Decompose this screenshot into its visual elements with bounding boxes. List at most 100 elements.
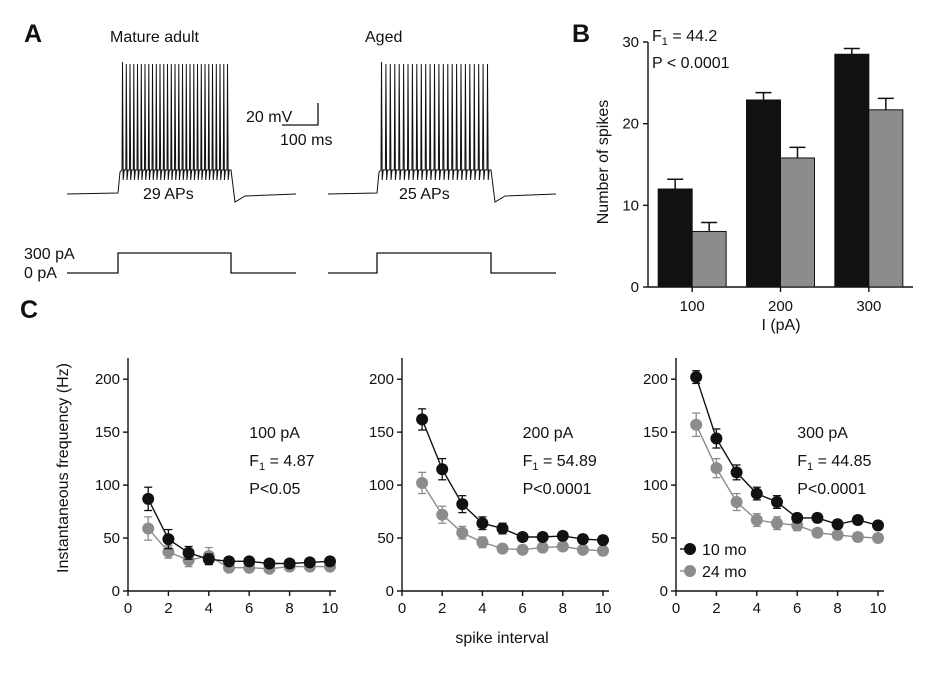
- p-value-label: P<0.0001: [523, 481, 592, 498]
- data-point: [831, 518, 844, 531]
- data-point: [142, 522, 155, 535]
- y-tick-label: 100: [369, 477, 394, 494]
- y-tick-label: 150: [369, 424, 394, 441]
- panel-c-100pa: Instantaneous frequency (Hz) 05010015020…: [55, 358, 338, 617]
- panel-label-a: A: [24, 20, 42, 48]
- p-value-label: P<0.05: [249, 481, 300, 498]
- data-point: [436, 508, 449, 521]
- b-y-axis-label: Number of spikes: [595, 100, 612, 225]
- x-tick-label: 6: [245, 600, 253, 617]
- condition-label: 200 pA: [523, 425, 574, 442]
- legend-marker: [684, 565, 696, 577]
- y-tick-label: 50: [103, 530, 120, 547]
- data-point: [771, 496, 783, 509]
- data-point: [811, 511, 824, 524]
- bar: [657, 188, 693, 288]
- x-tick-label: 0: [124, 600, 132, 617]
- x-tick-label: 4: [478, 600, 486, 617]
- data-point: [436, 463, 449, 476]
- y-tick-label: 0: [386, 583, 394, 600]
- step-label-low: 0 pA: [24, 265, 57, 282]
- bar: [834, 53, 870, 288]
- data-point: [283, 557, 296, 570]
- x-tick-label: 2: [438, 600, 446, 617]
- b-annotation-f: F1 = 44.2: [652, 28, 717, 48]
- f-value: = 4.87: [265, 453, 314, 470]
- data-point: [416, 413, 429, 426]
- y-tick-label: 0: [660, 583, 668, 600]
- panel-label-b: B: [572, 20, 590, 48]
- data-point: [690, 371, 703, 384]
- data-point: [710, 432, 723, 445]
- data-point: [556, 529, 569, 542]
- scale-bar: [282, 103, 319, 126]
- data-point: [456, 498, 469, 511]
- data-point: [162, 533, 175, 546]
- f-statistic-label: F1 = 44.85: [797, 453, 871, 473]
- f-value: = 54.89: [539, 453, 597, 470]
- legend-entry: 10 mo: [702, 542, 747, 559]
- f-letter: F: [523, 453, 533, 470]
- data-point: [750, 514, 763, 527]
- x-tick-label: 2: [712, 600, 720, 617]
- f-subscript: 1: [532, 461, 538, 473]
- p-value-label: P<0.0001: [797, 481, 866, 498]
- x-tick-label: 8: [285, 600, 293, 617]
- f-letter: F: [797, 453, 807, 470]
- scale-bar-time: 100 ms: [280, 132, 332, 149]
- series-line: [147, 528, 330, 570]
- voltage-trace-aged: [327, 61, 557, 203]
- ap-count-mature: 29 APs: [143, 186, 194, 203]
- data-point: [597, 534, 609, 547]
- data-point: [476, 517, 489, 530]
- current-step-mature: [67, 252, 296, 274]
- f-statistic-label: F1 = 54.89: [523, 453, 597, 473]
- b-y-tick-label: 30: [622, 34, 639, 51]
- data-point: [202, 553, 215, 566]
- f-value: = 44.85: [813, 453, 871, 470]
- data-point: [831, 528, 844, 541]
- bar: [868, 109, 904, 288]
- current-step-aged: [328, 252, 556, 274]
- c-y-axis-label: Instantaneous frequency (Hz): [55, 363, 72, 573]
- data-point: [496, 522, 509, 535]
- b-x-tick-label: 300: [856, 298, 881, 315]
- data-point: [576, 533, 589, 546]
- data-point: [516, 543, 529, 556]
- data-point: [496, 542, 509, 555]
- f-letter: F: [249, 453, 259, 470]
- data-point: [324, 555, 336, 568]
- data-point: [872, 532, 884, 545]
- series-line: [695, 424, 879, 539]
- data-point: [771, 517, 783, 530]
- b-y-tick-label: 0: [631, 279, 639, 296]
- condition-label: 100 pA: [249, 425, 300, 442]
- b-annotation-p: P < 0.0001: [652, 55, 730, 72]
- b-x-tick-label: 100: [680, 298, 705, 315]
- data-point: [690, 418, 703, 431]
- f-statistic-label: F1 = 4.87: [249, 453, 314, 473]
- series-line: [695, 376, 879, 526]
- b-y-tick-label: 20: [622, 116, 639, 133]
- data-point: [851, 530, 864, 543]
- legend-entry: 24 mo: [702, 564, 747, 581]
- y-tick-label: 50: [651, 530, 668, 547]
- data-point: [142, 492, 155, 505]
- trace-title-aged: Aged: [365, 29, 402, 46]
- data-point: [536, 541, 549, 554]
- voltage-trace-mature: [66, 61, 297, 203]
- f-subscript: 1: [807, 461, 813, 473]
- series-line: [421, 482, 604, 552]
- b-x-tick-label: 200: [768, 298, 793, 315]
- y-tick-label: 100: [95, 477, 120, 494]
- data-point: [516, 530, 529, 543]
- data-point: [750, 487, 763, 500]
- data-point: [710, 462, 723, 475]
- x-tick-label: 0: [398, 600, 406, 617]
- panel-a: Mature adult Aged 29 APs 25 APs 20 mV 10…: [24, 29, 557, 282]
- data-point: [556, 540, 569, 553]
- x-tick-label: 6: [518, 600, 526, 617]
- panel-b-bar-chart: F1 = 44.2 P < 0.0001 Number of spikes I …: [595, 28, 913, 334]
- x-tick-label: 6: [793, 600, 801, 617]
